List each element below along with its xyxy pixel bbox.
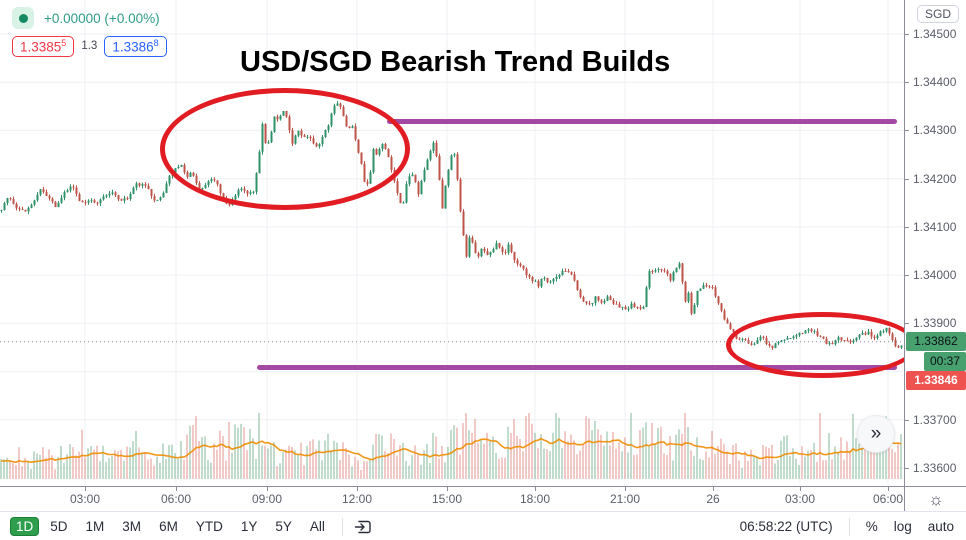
price-axis-label: 1.34200 [913, 171, 957, 186]
double-chevron-right-icon: » [870, 423, 882, 444]
spread-value: 1.3 [81, 40, 98, 53]
bottom-toolbar: 1D 5D 1M 3M 6M YTD 1Y 5Y All 06:58:22 (UTC) % lo… [0, 511, 966, 540]
price-axis[interactable]: SGD 1.33862 00:37 1.33846 1.34500 1.34400… [904, 0, 966, 486]
time-axis-label: 21:00 [609, 492, 641, 506]
time-axis-tick [800, 487, 801, 491]
percent-scale-button[interactable]: % [865, 519, 878, 534]
price-axis-label: 1.34100 [913, 219, 957, 234]
price-axis-label: 1.33900 [913, 316, 957, 331]
go-to-date-button[interactable] [353, 517, 373, 537]
bid-price-box[interactable]: 1.33855 [12, 36, 75, 57]
range-button-6m[interactable]: 6M [159, 519, 178, 534]
time-axis-label: 06:00 [872, 492, 904, 506]
price-axis-label: 1.34400 [913, 75, 957, 90]
time-axis-label: 26 [706, 492, 720, 506]
range-button-5d[interactable]: 5D [50, 519, 68, 534]
price-axis-label: 1.34000 [913, 268, 957, 283]
price-axis-tick [905, 468, 909, 469]
time-axis-tick [176, 487, 177, 491]
range-button-ytd[interactable]: YTD [195, 519, 223, 534]
time-axis-tick [888, 487, 889, 491]
time-axis[interactable]: 03:00 06:00 09:00 12:00 15:00 18:00 21:00 26 03:… [0, 486, 904, 512]
auto-scale-button[interactable]: auto [927, 519, 954, 534]
time-axis-label: 03:00 [784, 492, 816, 506]
range-button-1y[interactable]: 1Y [240, 519, 258, 534]
price-axis-label: 1.34300 [913, 123, 957, 138]
log-scale-button[interactable]: log [893, 519, 912, 534]
axis-settings-corner[interactable]: ☼ [904, 486, 966, 512]
price-axis-tick [905, 419, 909, 421]
time-axis-tick [447, 487, 448, 491]
scroll-to-recent-button[interactable]: » [857, 415, 895, 453]
time-axis-tick [625, 487, 626, 491]
last-price-badge: 1.33862 [906, 331, 966, 351]
bar-countdown-badge: 00:37 [924, 351, 966, 371]
toolbar-divider [848, 517, 850, 536]
ask-price-box[interactable]: 1.33868 [104, 36, 167, 57]
market-open-dot-icon [18, 13, 28, 23]
time-axis-label: 12:00 [341, 492, 373, 506]
price-axis-tick [905, 178, 909, 180]
price-axis-tick [905, 82, 909, 84]
time-axis-label: 03:00 [69, 492, 101, 506]
gear-icon[interactable]: ☼ [928, 490, 944, 509]
symbol-quote-overlay: +0.00000 (+0.00%) 1.33855 1.3 1.33868 [12, 6, 167, 57]
price-axis-tick [905, 323, 909, 325]
currency-badge[interactable]: SGD [917, 5, 960, 23]
price-change-text: +0.00000 (+0.00%) [44, 10, 160, 26]
price-axis-tick [905, 130, 909, 132]
range-button-3m[interactable]: 3M [122, 519, 142, 534]
time-axis-label: 09:00 [251, 492, 283, 506]
range-button-all[interactable]: All [309, 519, 325, 534]
range-button-5y[interactable]: 5Y [275, 519, 292, 534]
time-axis-label: 06:00 [160, 492, 192, 506]
chart-plot-area[interactable]: USD/SGD Bearish Trend Builds +0.00000 (+… [0, 0, 918, 486]
price-axis-tick [905, 226, 909, 228]
time-axis-tick [535, 487, 536, 491]
candlestick-canvas [0, 0, 904, 486]
go-to-date-icon [354, 520, 371, 533]
price-axis-label: 1.33700 [913, 412, 957, 427]
market-status-icon[interactable] [12, 7, 34, 29]
range-button-1m[interactable]: 1M [85, 519, 105, 534]
price-axis-label: 1.33600 [913, 461, 957, 475]
clock-utc[interactable]: 06:58:22 (UTC) [739, 519, 833, 534]
bid-price-badge: 1.33846 [906, 370, 966, 390]
time-axis-tick [713, 487, 714, 491]
range-button-1d[interactable]: 1D [10, 517, 40, 536]
time-axis-tick [267, 487, 268, 491]
price-axis-tick [905, 34, 909, 35]
date-range-buttons: 1D 5D 1M 3M 6M YTD 1Y 5Y All [0, 517, 332, 536]
time-axis-label: 15:00 [431, 492, 463, 506]
toolbar-divider [341, 517, 343, 536]
price-axis-tick [905, 275, 909, 277]
time-axis-label: 18:00 [519, 492, 551, 506]
time-axis-tick [357, 487, 358, 491]
time-axis-tick [85, 487, 86, 491]
price-axis-label: 1.34500 [913, 27, 957, 41]
